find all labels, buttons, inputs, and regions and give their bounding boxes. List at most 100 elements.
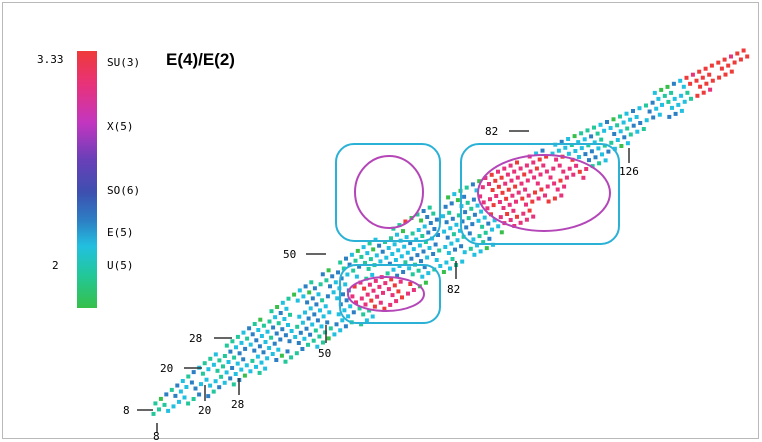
nuclide-dot	[510, 193, 515, 198]
nuclide-dot	[611, 117, 616, 122]
nuclide-dot	[619, 144, 624, 148]
nuclide-dot	[300, 320, 305, 325]
nuclide-dot	[350, 294, 355, 299]
nuclide-dot	[537, 157, 542, 162]
nuclide-dot	[678, 78, 683, 83]
nuclide-dot	[504, 196, 509, 201]
nuclide-dot	[618, 129, 623, 134]
nuclide-dot	[428, 221, 433, 225]
nuclide-dot	[269, 309, 274, 314]
nuclide-dot	[321, 340, 325, 345]
nuclide-dot	[354, 300, 358, 305]
nuclide-dot	[599, 137, 604, 142]
nuclide-dot	[245, 336, 250, 341]
nuclide-dot	[450, 257, 455, 261]
nuclide-dot	[263, 340, 268, 344]
nuclide-dot	[287, 339, 292, 344]
nuclide-dot	[488, 197, 492, 202]
nuclide-dot	[338, 328, 343, 333]
nuclide-dot	[487, 182, 491, 186]
nuclide-dot	[573, 149, 578, 153]
nuclide-dot	[577, 169, 582, 174]
nuclide-dot	[352, 284, 357, 289]
nuclide-dot	[368, 257, 373, 262]
nuclide-dot	[312, 286, 317, 291]
nuclide-dot	[331, 290, 336, 295]
nuclide-dot	[317, 334, 322, 339]
nuclide-dot	[321, 314, 326, 319]
nuclide-dot	[583, 152, 588, 157]
nuclide-dot	[421, 209, 426, 213]
nuclide-dot	[635, 129, 640, 134]
nuclide-dot	[684, 75, 689, 80]
nuclide-dot	[297, 288, 302, 293]
nuclide-dot	[377, 284, 382, 289]
nuclide-dot	[374, 253, 379, 258]
nuclide-dot	[527, 208, 532, 213]
nuclide-dot	[341, 266, 346, 271]
nuclide-dot	[505, 172, 510, 177]
nuclide-dot	[323, 304, 328, 309]
nuclide-dot	[162, 402, 167, 407]
nuclide-dot	[567, 166, 572, 171]
symmetry-label-e5: E(5)	[107, 226, 134, 239]
nuclide-dot	[719, 66, 724, 71]
nuclide-dot	[534, 151, 539, 156]
nuclide-dot	[499, 175, 504, 180]
nuclide-dot	[732, 60, 737, 65]
nuclide-dot	[373, 278, 378, 283]
nuclide-dot	[479, 209, 484, 214]
nuclide-dot	[701, 90, 706, 95]
nuclide-dot	[267, 319, 272, 324]
nuclide-dot	[372, 304, 377, 309]
nuclide-dot	[443, 204, 448, 209]
nuclide-dot	[672, 96, 677, 101]
nuclide-dot	[544, 169, 549, 174]
nuclide-dot	[571, 172, 576, 177]
nuclide-dot	[375, 294, 380, 299]
nuclide-dot	[496, 184, 501, 189]
nuclide-dot	[221, 364, 225, 369]
nuclide-dot	[318, 308, 322, 313]
nuclide-dot	[459, 244, 464, 249]
nuclide-dot	[241, 357, 246, 362]
nuclide-dot	[647, 109, 652, 114]
nuclide-dot	[252, 348, 257, 353]
nuclide-dot	[312, 312, 317, 317]
nuclide-dot	[420, 234, 425, 238]
nuclide-dot	[729, 69, 734, 74]
nuclide-dot	[496, 169, 500, 174]
nuclide-dot	[491, 203, 496, 208]
nuclide-dot	[217, 385, 222, 390]
nuclide-dot	[700, 75, 705, 80]
nuclide-dot	[325, 320, 330, 325]
nuclide-dot	[303, 284, 308, 289]
nuclide-dot	[644, 103, 648, 108]
nuclide-dot	[586, 143, 591, 148]
nuclide-dot	[505, 212, 510, 216]
nuclide-dot	[552, 181, 557, 186]
nuclide-dot	[490, 227, 494, 232]
nuclide-dot	[228, 376, 233, 381]
nuclide-dot	[373, 237, 378, 242]
nuclide-dot	[383, 281, 388, 286]
nuclide-dot	[551, 166, 556, 171]
nuclide-dot	[282, 317, 287, 321]
nuclide-dot	[530, 199, 535, 204]
shell-box-upper-right	[460, 143, 620, 245]
nuclide-dot	[399, 254, 404, 259]
nuclide-dot	[538, 172, 543, 177]
nuclide-dot	[401, 229, 405, 234]
nuclide-dot	[487, 236, 492, 241]
nuclide-dot	[359, 254, 364, 259]
nuclide-dot	[625, 126, 630, 131]
nuclide-dot	[550, 151, 555, 156]
nuclide-dot	[193, 386, 198, 391]
nuclide-dot	[248, 342, 253, 347]
nuclide-dot	[481, 200, 486, 205]
nuclide-dot	[515, 175, 520, 180]
nuclide-dot	[169, 387, 174, 392]
nuclide-dot	[463, 210, 468, 215]
nuclide-dot	[414, 237, 419, 242]
magic-label-proton-8: 8	[123, 404, 130, 417]
